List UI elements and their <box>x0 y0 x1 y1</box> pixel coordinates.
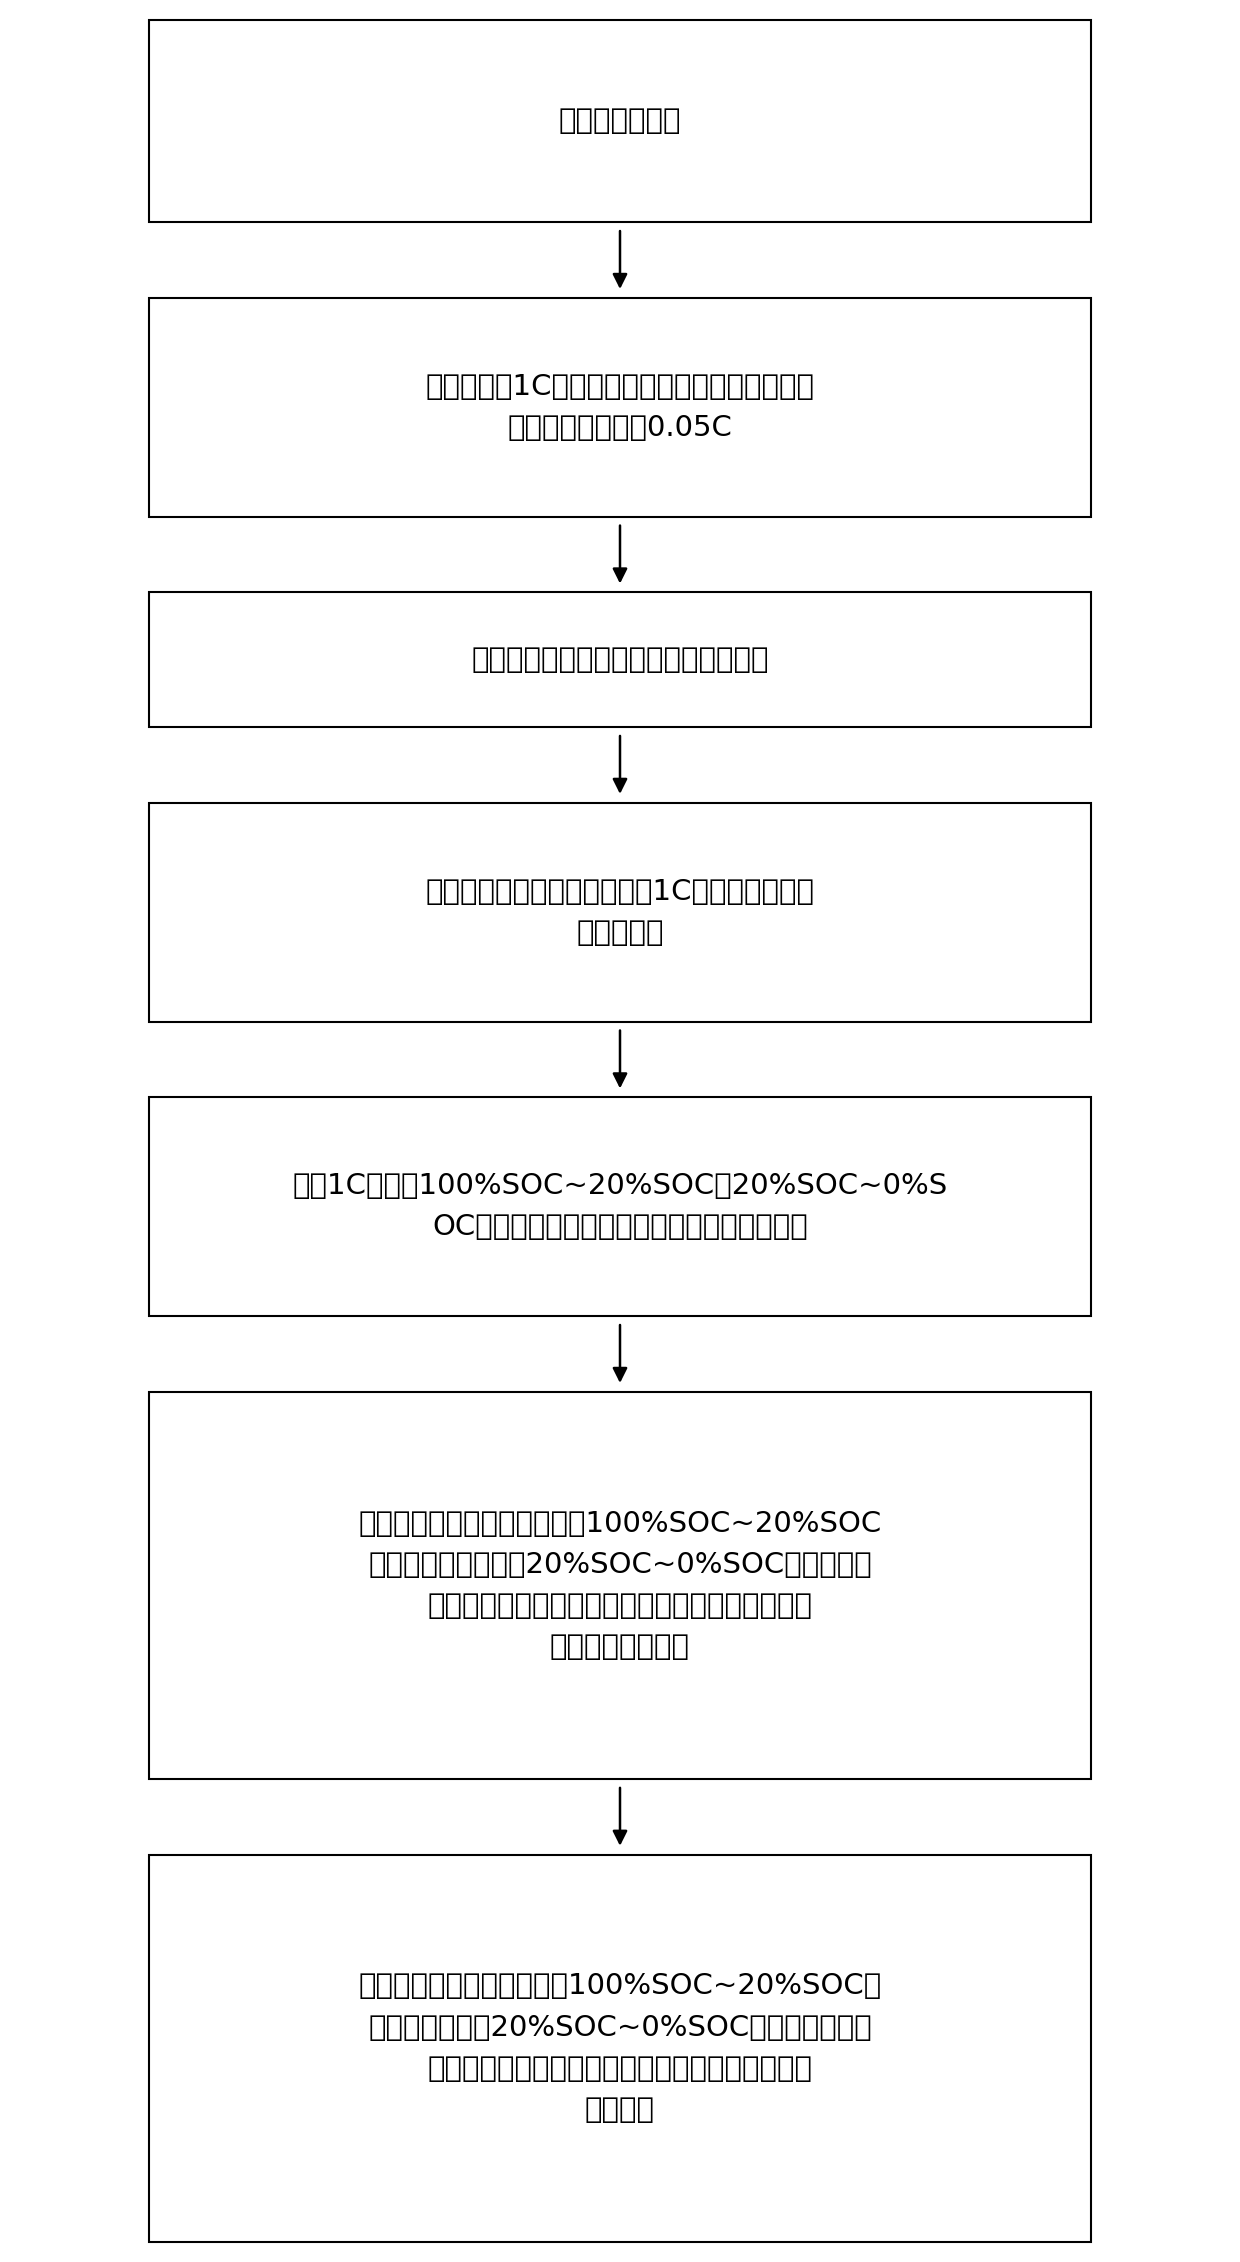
Text: 动态一致性评价: 动态一致性评价 <box>559 106 681 136</box>
Text: 计算1C放电时100%SOC~20%SOC和20%SOC~0%S
OC区间电池系统内所有单体电压标准差和极差: 计算1C放电时100%SOC~20%SOC和20%SOC~0%S OC区间电池系… <box>293 1172 947 1242</box>
Text: 将静置预设时间后的电池系统1C恒流放电至规定
的截止电压: 将静置预设时间后的电池系统1C恒流放电至规定 的截止电压 <box>425 878 815 948</box>
Text: 将电池系统1C恒流充电至规定的截止电压，恒压
充电至电流降低至0.05C: 将电池系统1C恒流充电至规定的截止电压，恒压 充电至电流降低至0.05C <box>425 373 815 441</box>
Bar <box>149 803 1091 1022</box>
Text: 将所计算的电压极差分别与100%SOC~20%SOC区
间的预设极差和20%SOC~0%SOC区间的预设极差
进行比较，判断所述电池系统是否满足电压极差一
致性: 将所计算的电压极差分别与100%SOC~20%SOC区 间的预设极差和20%SO… <box>358 1972 882 2124</box>
Text: 将恒流充电后的电池系统静置预设时间: 将恒流充电后的电池系统静置预设时间 <box>471 645 769 674</box>
Text: 将所计算的电压标准差分别与100%SOC~20%SOC
区间的预设标准差和20%SOC~0%SOC区间的预设
标准差进行比较，判断所述电池系统是否满足电压
标准: 将所计算的电压标准差分别与100%SOC~20%SOC 区间的预设标准差和20%… <box>358 1509 882 1660</box>
Bar <box>149 1391 1091 1778</box>
Bar <box>149 20 1091 222</box>
Bar <box>149 593 1091 726</box>
Bar <box>149 1097 1091 1316</box>
Bar <box>149 1855 1091 2242</box>
Bar <box>149 299 1091 516</box>
